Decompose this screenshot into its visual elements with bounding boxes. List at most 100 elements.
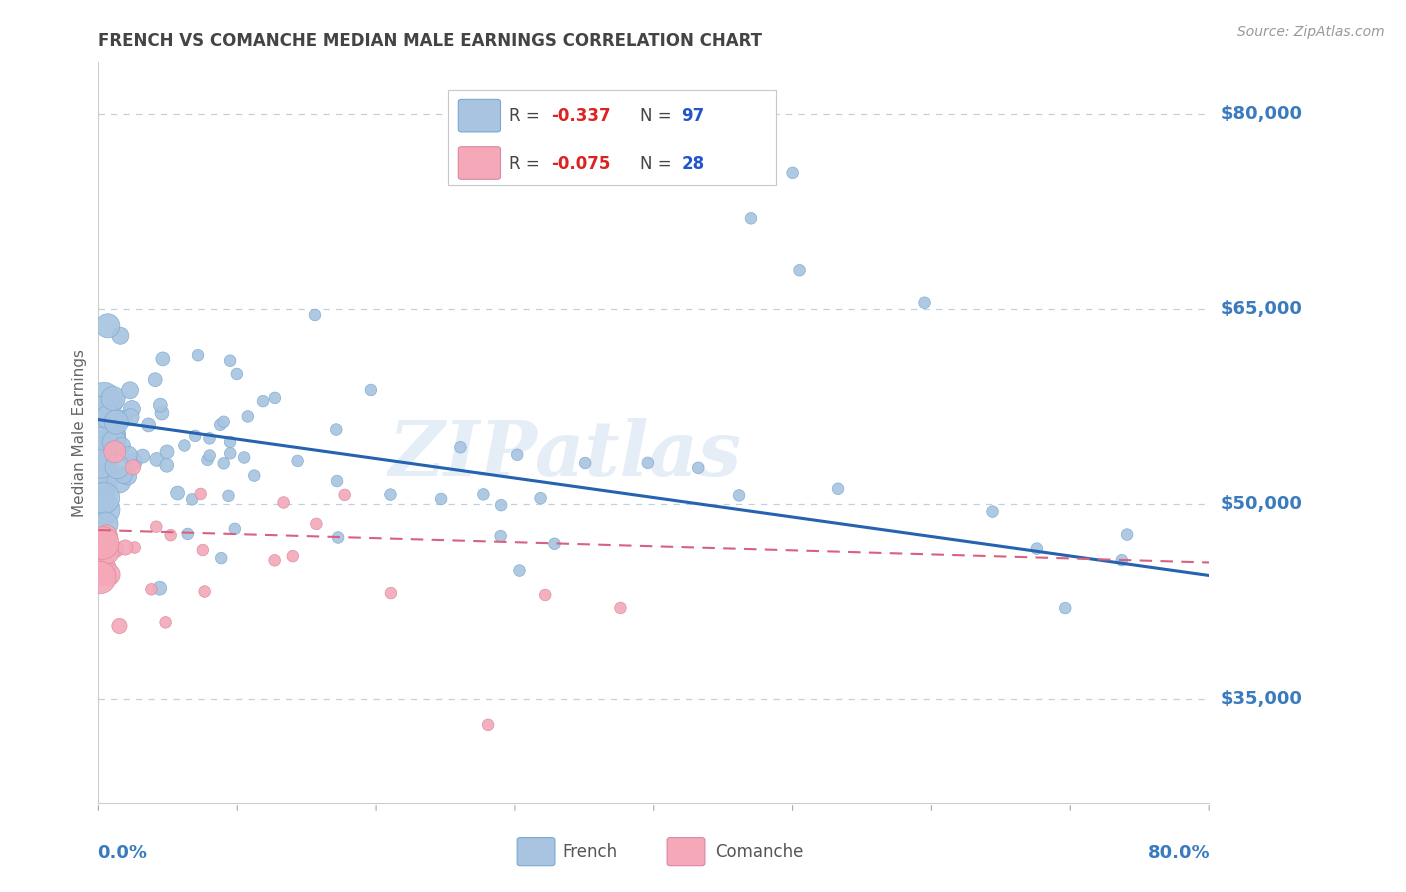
Text: French: French — [562, 843, 617, 861]
Point — [212, 415, 235, 429]
Point — [233, 450, 256, 465]
FancyBboxPatch shape — [666, 838, 704, 866]
Point — [97, 409, 120, 424]
FancyBboxPatch shape — [449, 90, 776, 185]
Point — [190, 487, 212, 501]
Point — [141, 582, 163, 597]
Point — [472, 487, 495, 501]
Text: 80.0%: 80.0% — [1147, 844, 1211, 862]
Point — [101, 392, 124, 406]
Point — [117, 469, 139, 483]
Point — [219, 353, 242, 368]
Point — [224, 522, 246, 536]
Y-axis label: Median Male Earnings: Median Male Earnings — [72, 349, 87, 516]
Point — [105, 542, 128, 557]
Point — [110, 328, 132, 343]
Point — [90, 440, 112, 454]
Point — [449, 440, 471, 454]
Point — [1054, 601, 1077, 615]
Point — [380, 586, 402, 600]
Point — [198, 431, 221, 445]
Point — [156, 458, 179, 473]
Text: Source: ZipAtlas.com: Source: ZipAtlas.com — [1237, 25, 1385, 39]
Point — [114, 541, 136, 555]
Point — [121, 402, 143, 417]
Point — [236, 409, 259, 424]
Point — [212, 456, 235, 470]
Point — [145, 520, 167, 534]
Point — [118, 448, 141, 462]
Point — [105, 459, 128, 474]
Point — [688, 460, 710, 475]
Point — [534, 588, 557, 602]
Point — [166, 486, 188, 500]
Point — [263, 391, 285, 405]
Text: 97: 97 — [682, 107, 704, 126]
Point — [219, 446, 242, 460]
Point — [90, 468, 112, 483]
Point — [96, 474, 118, 488]
Point — [273, 495, 295, 509]
Point — [782, 166, 804, 180]
Point — [120, 410, 142, 425]
Point — [118, 384, 141, 398]
Point — [108, 474, 131, 488]
Point — [287, 454, 309, 468]
Point — [529, 491, 551, 505]
Point — [149, 398, 172, 412]
Point — [100, 395, 122, 409]
Point — [184, 429, 207, 443]
Point — [1025, 541, 1047, 556]
Text: ZIPatlas: ZIPatlas — [388, 417, 741, 491]
Text: FRENCH VS COMANCHE MEDIAN MALE EARNINGS CORRELATION CHART: FRENCH VS COMANCHE MEDIAN MALE EARNINGS … — [98, 32, 762, 50]
FancyBboxPatch shape — [458, 146, 501, 179]
Point — [430, 491, 453, 506]
Point — [112, 411, 135, 425]
Point — [89, 562, 111, 576]
Point — [96, 529, 118, 543]
Point — [827, 482, 849, 496]
Point — [191, 543, 214, 558]
Point — [89, 491, 111, 506]
Point — [90, 427, 112, 442]
Point — [360, 383, 382, 397]
Point — [333, 488, 356, 502]
Point — [98, 567, 121, 582]
Point — [149, 581, 172, 595]
Text: $80,000: $80,000 — [1220, 105, 1302, 123]
Point — [477, 718, 499, 732]
Text: N =: N = — [641, 107, 678, 126]
Point — [914, 295, 936, 310]
Point — [91, 536, 114, 550]
Point — [609, 601, 631, 615]
Point — [93, 491, 115, 505]
Point — [225, 367, 247, 381]
Point — [90, 456, 112, 470]
Point — [380, 487, 402, 501]
Point — [131, 449, 153, 463]
Point — [143, 373, 166, 387]
Point — [97, 318, 120, 333]
Point — [159, 528, 181, 542]
Point — [103, 435, 125, 450]
Point — [108, 619, 131, 633]
Point — [543, 537, 565, 551]
Point — [789, 263, 811, 277]
Text: R =: R = — [509, 154, 546, 173]
Point — [637, 456, 659, 470]
Point — [103, 427, 125, 442]
Point — [728, 488, 751, 502]
Point — [146, 452, 169, 467]
Point — [152, 351, 174, 366]
Point — [177, 527, 200, 541]
Point — [138, 417, 160, 432]
Point — [218, 489, 240, 503]
FancyBboxPatch shape — [458, 99, 501, 132]
Point — [209, 551, 232, 566]
Text: 0.0%: 0.0% — [97, 844, 148, 862]
Point — [981, 505, 1004, 519]
Point — [1111, 553, 1133, 567]
Point — [89, 472, 111, 486]
Point — [150, 406, 173, 420]
Point — [209, 417, 232, 432]
